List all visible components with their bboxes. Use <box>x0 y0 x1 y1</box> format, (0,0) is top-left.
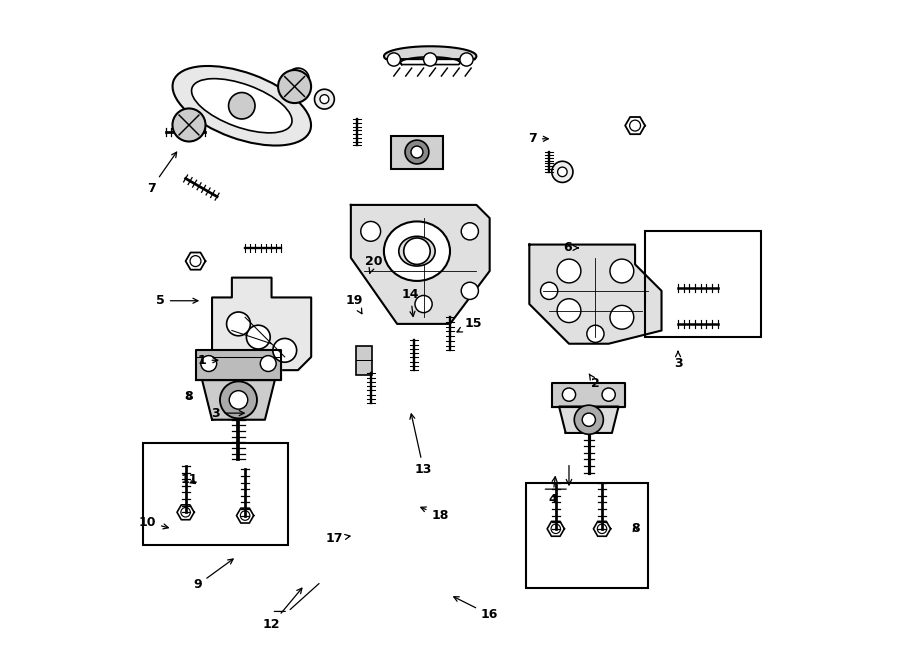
Circle shape <box>230 391 248 409</box>
Polygon shape <box>351 205 490 324</box>
Circle shape <box>314 89 334 109</box>
Bar <box>645 231 760 337</box>
Circle shape <box>247 325 270 349</box>
Text: 20: 20 <box>365 254 382 274</box>
Circle shape <box>557 299 580 323</box>
Bar <box>142 443 288 545</box>
Ellipse shape <box>399 237 435 266</box>
Circle shape <box>287 68 310 91</box>
Text: 18: 18 <box>421 507 449 522</box>
Circle shape <box>610 305 634 329</box>
Text: 7: 7 <box>528 132 548 145</box>
Text: 16: 16 <box>454 597 499 621</box>
Circle shape <box>460 53 473 66</box>
Circle shape <box>361 221 381 241</box>
Circle shape <box>541 282 558 299</box>
Circle shape <box>227 312 250 336</box>
Bar <box>356 346 372 375</box>
Circle shape <box>552 161 573 182</box>
Circle shape <box>260 356 276 371</box>
Text: 2: 2 <box>590 374 599 390</box>
Circle shape <box>278 70 311 103</box>
Circle shape <box>557 259 580 283</box>
Ellipse shape <box>384 221 450 281</box>
Text: 1: 1 <box>198 354 218 367</box>
Text: 5: 5 <box>156 294 198 307</box>
Polygon shape <box>212 278 311 370</box>
Circle shape <box>229 93 255 119</box>
Circle shape <box>610 259 634 283</box>
Polygon shape <box>529 245 662 344</box>
Circle shape <box>602 388 616 401</box>
Circle shape <box>415 295 432 313</box>
Polygon shape <box>559 407 618 433</box>
Circle shape <box>461 223 479 240</box>
Polygon shape <box>202 380 274 420</box>
Circle shape <box>424 53 436 66</box>
Text: 3: 3 <box>211 407 244 420</box>
Text: 3: 3 <box>674 351 682 370</box>
Text: 11: 11 <box>180 473 198 486</box>
Polygon shape <box>195 350 282 380</box>
Circle shape <box>387 53 400 66</box>
Circle shape <box>320 95 328 104</box>
Circle shape <box>461 282 479 299</box>
Circle shape <box>405 140 428 164</box>
Circle shape <box>587 325 604 342</box>
Circle shape <box>404 238 430 264</box>
Text: 9: 9 <box>194 559 233 592</box>
Text: 10: 10 <box>139 516 168 529</box>
Text: 14: 14 <box>401 288 419 317</box>
Text: 7: 7 <box>147 152 176 195</box>
Circle shape <box>582 413 596 426</box>
Circle shape <box>201 356 217 371</box>
Text: 12: 12 <box>263 588 302 631</box>
Circle shape <box>562 388 576 401</box>
Text: 8: 8 <box>184 390 194 403</box>
Text: 15: 15 <box>457 317 482 332</box>
Circle shape <box>292 74 303 85</box>
Circle shape <box>173 108 205 141</box>
Ellipse shape <box>192 79 292 133</box>
Bar <box>391 136 444 169</box>
Circle shape <box>558 167 567 176</box>
Text: 4: 4 <box>548 477 557 506</box>
Text: 13: 13 <box>410 414 432 476</box>
Circle shape <box>574 405 603 434</box>
Text: 6: 6 <box>563 241 578 254</box>
Text: 17: 17 <box>326 532 350 545</box>
Circle shape <box>220 381 257 418</box>
Bar <box>526 483 648 588</box>
Polygon shape <box>553 383 626 407</box>
Text: 19: 19 <box>346 294 363 314</box>
Circle shape <box>273 338 297 362</box>
Circle shape <box>411 146 423 158</box>
Text: 8: 8 <box>631 522 639 535</box>
Polygon shape <box>384 46 476 65</box>
Ellipse shape <box>173 66 311 145</box>
